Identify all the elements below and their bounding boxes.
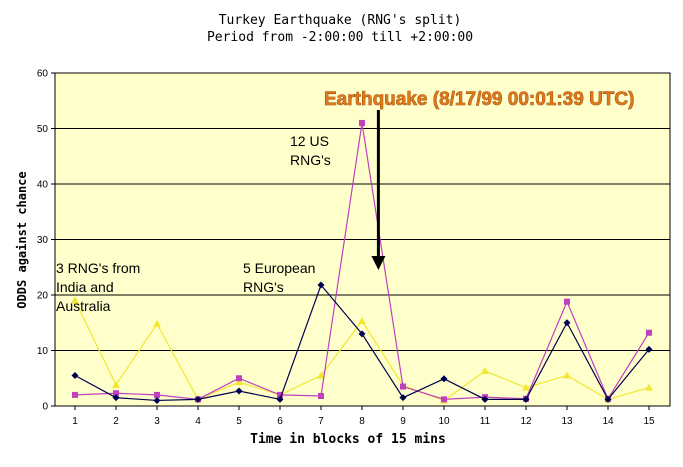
europe-annotation-line-2: RNG's <box>243 279 284 295</box>
point-us <box>277 391 283 398</box>
point-europe <box>522 395 530 403</box>
us-annotation-line-2: RNG's <box>290 152 331 168</box>
x-axis-label: Time in blocks of 15 mins <box>250 432 446 447</box>
point-us <box>154 391 160 398</box>
point-europe <box>276 395 284 403</box>
point-europe <box>440 375 448 383</box>
point-india_australia <box>317 371 325 379</box>
x-tick-label: 2 <box>113 416 119 427</box>
point-india_australia <box>358 317 366 325</box>
point-india_australia <box>645 383 653 391</box>
x-tick-label: 14 <box>602 416 614 427</box>
x-tick-labels: 1 2 3 4 5 6 7 8 9 10 11 12 13 14 15 <box>72 406 655 427</box>
x-tick-label: 10 <box>438 416 450 427</box>
x-tick-label: 9 <box>400 416 406 427</box>
y-tick-labels: 0 10 20 30 40 50 60 <box>37 69 55 413</box>
point-india_australia <box>112 380 120 388</box>
point-europe <box>399 394 407 402</box>
y-tick-label: 40 <box>37 180 49 191</box>
x-tick-label: 3 <box>154 416 160 427</box>
point-india_australia <box>563 371 571 379</box>
x-tick-label: 4 <box>195 416 201 427</box>
x-tick-label: 8 <box>359 416 365 427</box>
y-tick-label: 60 <box>37 69 49 80</box>
europe-annotation-line-1: 5 European <box>243 260 315 276</box>
y-tick-label: 10 <box>37 346 49 357</box>
point-india_australia <box>522 383 530 391</box>
point-us <box>236 375 242 382</box>
point-india_australia <box>71 296 79 304</box>
point-europe <box>645 345 653 353</box>
point-europe <box>563 319 571 327</box>
point-us <box>400 383 406 390</box>
x-tick-label: 7 <box>318 416 324 427</box>
x-tick-label: 11 <box>480 416 491 427</box>
point-india_australia <box>235 378 243 386</box>
point-us <box>72 391 78 398</box>
point-europe <box>358 330 366 338</box>
point-us <box>564 298 570 305</box>
india-annotation-line-1: 3 RNG's from <box>56 260 140 276</box>
chart-title: Turkey Earthquake (RNG's split) <box>219 13 462 28</box>
x-tick-label: 6 <box>277 416 283 427</box>
y-tick-label: 30 <box>37 235 49 246</box>
y-tick-label: 50 <box>37 124 49 135</box>
point-europe <box>71 371 79 379</box>
point-us <box>441 396 447 403</box>
earthquake-arrow <box>371 110 386 270</box>
point-us <box>113 390 119 397</box>
chart-subtitle: Period from -2:00:00 till +2:00:00 <box>207 30 473 45</box>
x-tick-label: 13 <box>561 416 573 427</box>
y-axis-label: ODDS against chance <box>15 171 29 308</box>
x-tick-label: 12 <box>520 416 532 427</box>
point-europe <box>112 394 120 402</box>
point-europe <box>317 281 325 289</box>
us-annotation-line-1: 12 US <box>290 133 329 149</box>
x-tick-label: 5 <box>236 416 242 427</box>
point-us <box>318 393 324 400</box>
y-tick-label: 0 <box>42 402 48 413</box>
point-europe <box>235 387 243 395</box>
point-us <box>359 119 365 126</box>
india-annotation-line-2: India and <box>56 279 114 295</box>
series-europe <box>71 281 653 404</box>
y-tick-label: 20 <box>37 291 49 302</box>
series-layer <box>71 119 653 404</box>
point-europe <box>604 395 612 403</box>
india-annotation-line-3: Australia <box>56 298 111 314</box>
earthquake-annotation: Earthquake (8/17/99 00:01:39 UTC) <box>324 89 634 110</box>
point-india_australia <box>153 319 161 327</box>
point-europe <box>153 396 161 404</box>
x-tick-label: 15 <box>643 416 655 427</box>
point-europe <box>481 395 489 403</box>
x-tick-label: 1 <box>72 416 78 427</box>
point-india_australia <box>481 367 489 375</box>
point-us <box>646 329 652 336</box>
point-europe <box>194 395 202 403</box>
